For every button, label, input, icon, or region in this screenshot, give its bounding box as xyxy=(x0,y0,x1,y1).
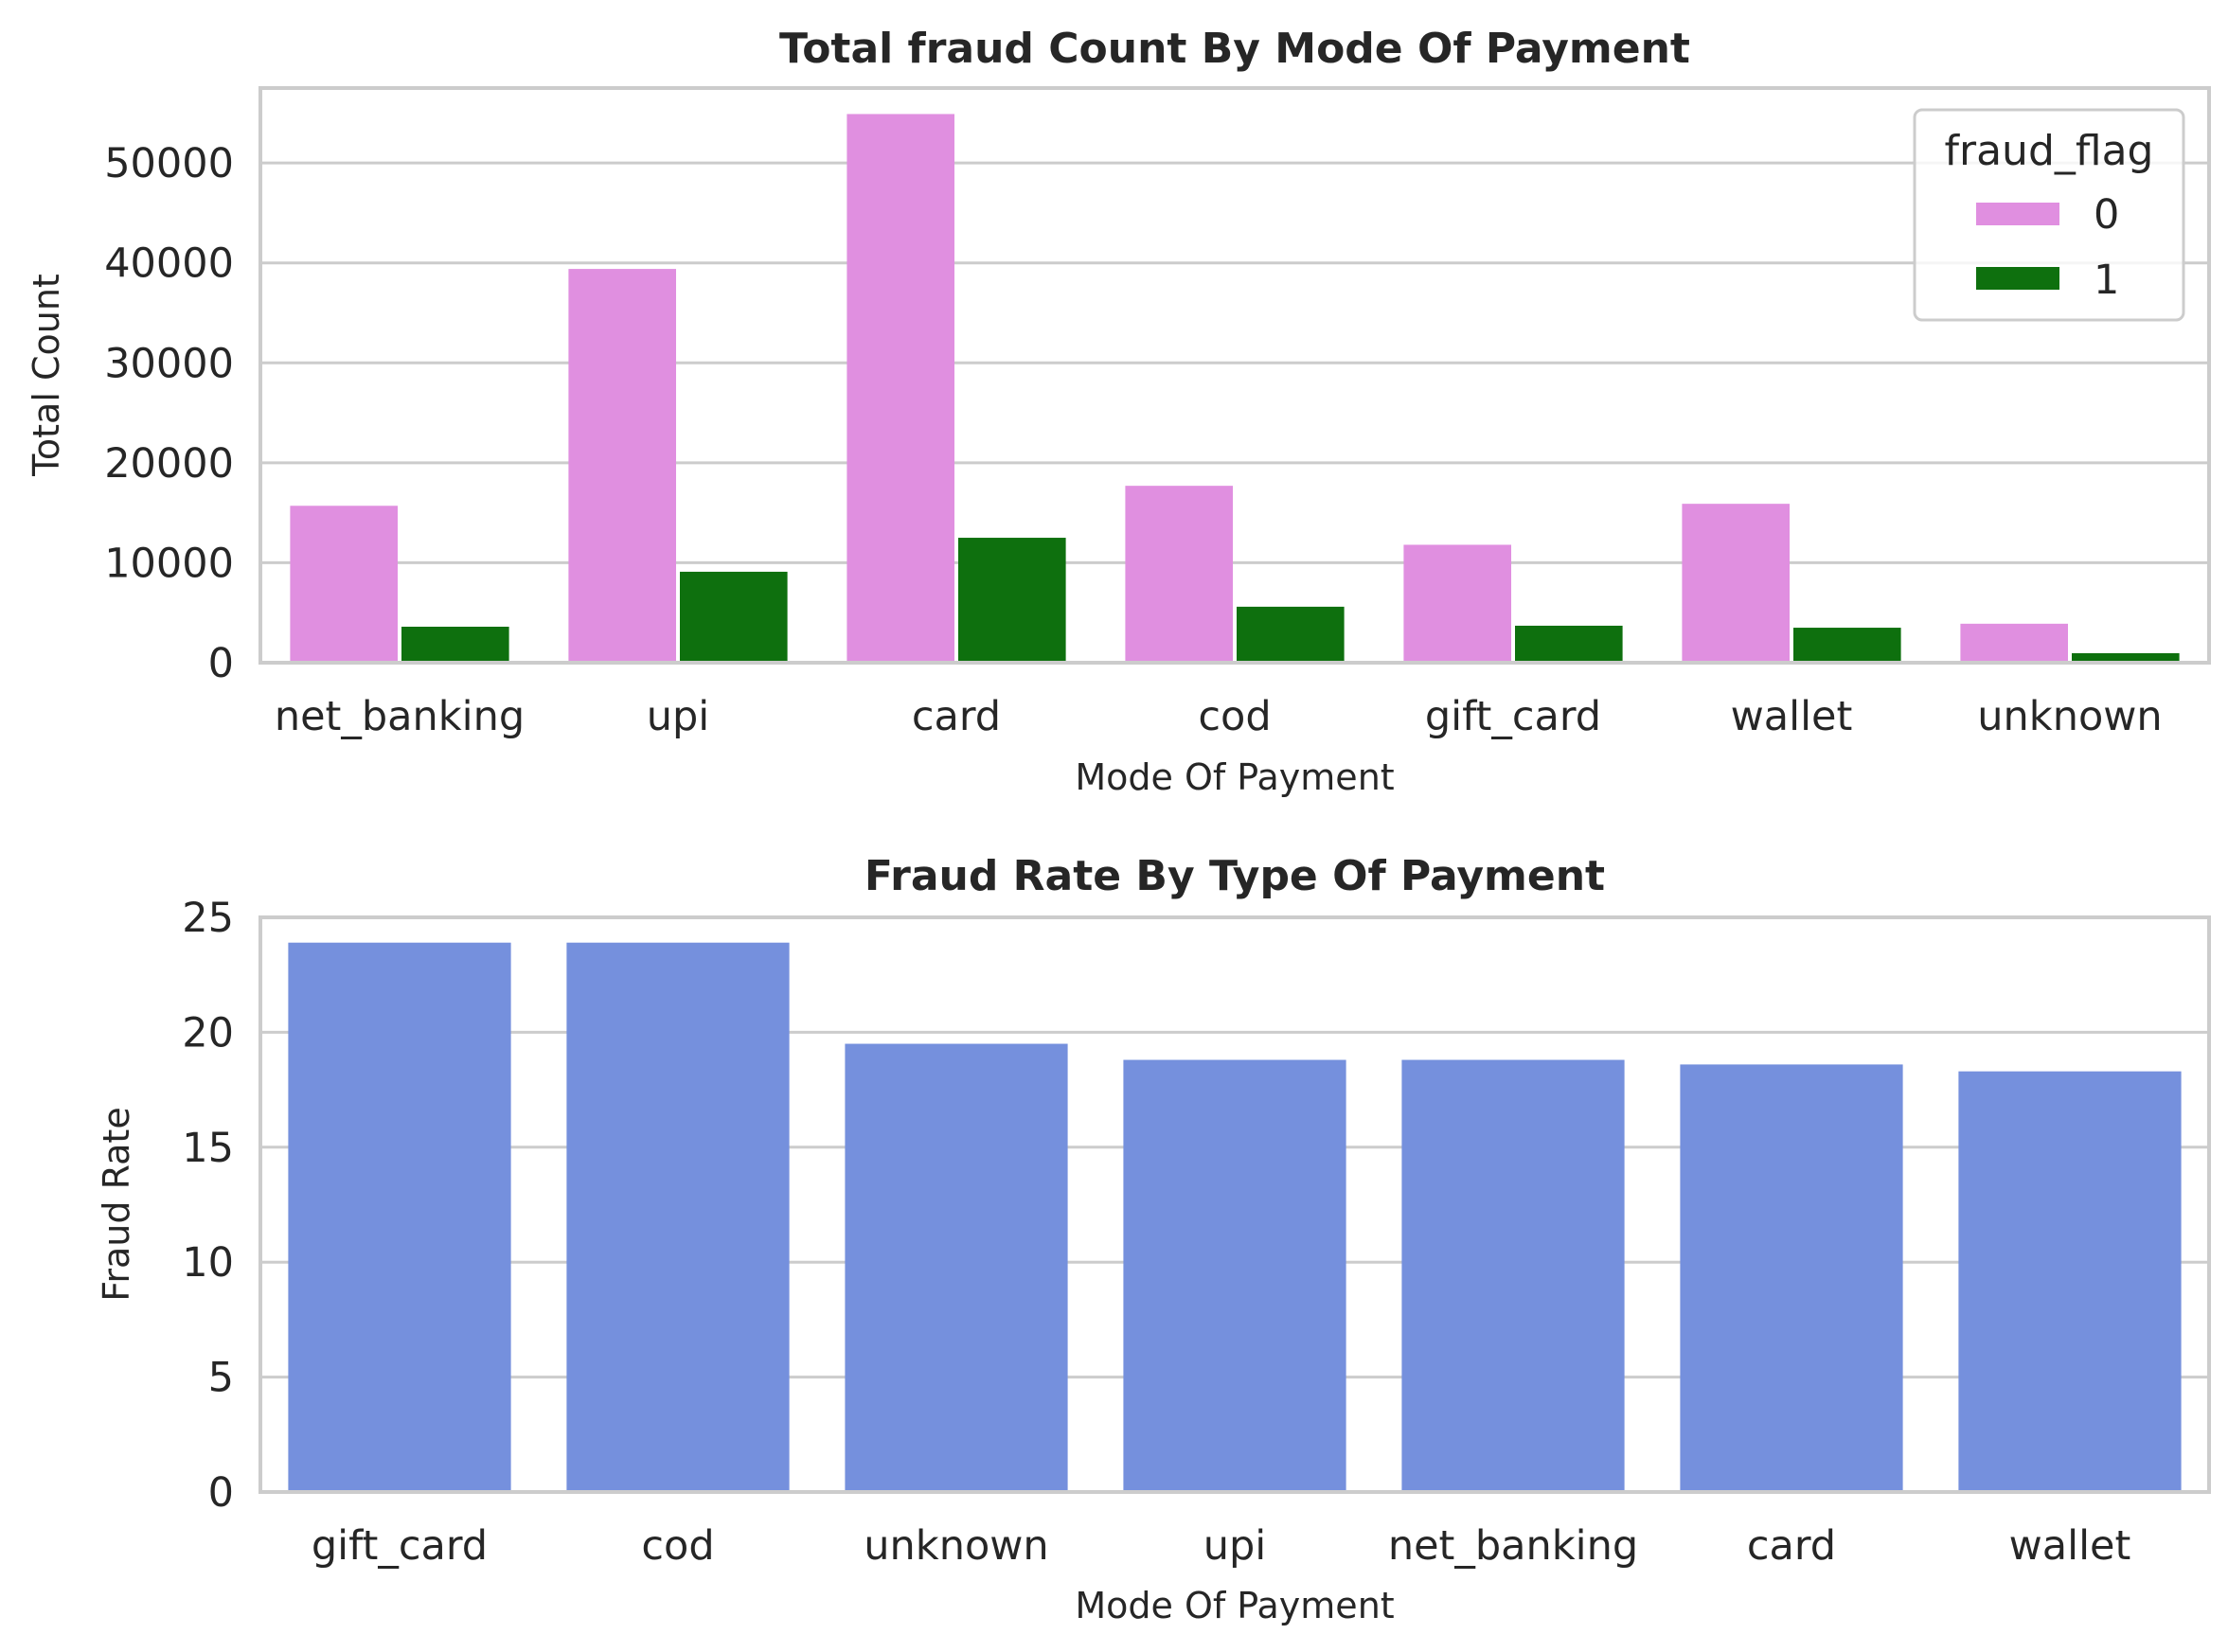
rate-chart-x-tick-label: upi xyxy=(1203,1522,1267,1570)
count-chart-x-tick-label: wallet xyxy=(1731,693,1853,740)
rate-bar-card xyxy=(1680,1064,1903,1492)
count-chart-x-tick-label: unknown xyxy=(1977,693,2162,740)
count-bar-gift_card-flag-1 xyxy=(1515,625,1623,663)
rate-chart: Fraud Rate By Type Of Payment 0 5 10 15 20 25… xyxy=(96,852,2211,1626)
rate-chart-plot-frame xyxy=(258,915,2211,1494)
count-chart-y-axis-label: Total Count xyxy=(26,274,67,477)
rate-chart-x-tick-label: cod xyxy=(641,1522,714,1570)
legend-swatch-0 xyxy=(1976,203,2059,225)
count-chart-x-tick-label: gift_card xyxy=(1425,693,1601,740)
rate-chart-x-axis-label: Mode Of Payment xyxy=(1075,1585,1394,1626)
count-chart-y-tick-label: 50000 xyxy=(104,140,234,187)
rate-chart-y-tick-label: 15 xyxy=(182,1125,234,1172)
count-chart-x-tick-label: upi xyxy=(647,693,710,740)
count-bar-cod-flag-0 xyxy=(1125,486,1233,663)
rate-chart-x-ticks: gift_card cod unknown upi net_banking card wal… xyxy=(312,1522,2130,1570)
rate-chart-bars xyxy=(288,942,2182,1492)
count-bar-wallet-flag-0 xyxy=(1682,504,1790,663)
count-chart-y-tick-label: 30000 xyxy=(104,340,234,387)
count-chart-y-ticks: 0 10000 20000 30000 40000 50000 xyxy=(104,140,234,687)
legend-title: fraud_flag xyxy=(1945,127,2154,175)
count-chart-x-ticks: net_banking upi card cod gift_card wallet unkn… xyxy=(275,693,2163,740)
count-chart-x-tick-label: card xyxy=(912,693,1001,740)
rate-chart-y-tick-label: 10 xyxy=(182,1239,234,1287)
count-chart-y-tick-label: 20000 xyxy=(104,440,234,488)
rate-bar-wallet xyxy=(1958,1071,2182,1492)
count-bar-unknown-flag-0 xyxy=(1960,623,2068,663)
rate-chart-y-tick-label: 0 xyxy=(208,1469,234,1517)
count-chart-x-tick-label: net_banking xyxy=(275,693,525,740)
count-chart-bars xyxy=(290,114,2180,663)
rate-chart-y-tick-label: 20 xyxy=(182,1009,234,1057)
rate-bar-gift_card xyxy=(288,942,511,1492)
count-chart-x-tick-label: cod xyxy=(1198,693,1271,740)
count-chart-x-axis-label: Mode Of Payment xyxy=(1075,756,1394,798)
rate-bar-cod xyxy=(566,942,790,1492)
rate-chart-y-tick-label: 25 xyxy=(182,895,234,942)
rate-bar-upi xyxy=(1123,1059,1346,1492)
count-bar-wallet-flag-1 xyxy=(1793,628,1901,663)
rate-chart-y-axis-label: Fraud Rate xyxy=(96,1107,137,1301)
count-chart-y-tick-label: 40000 xyxy=(104,240,234,288)
rate-bar-unknown xyxy=(845,1043,1068,1492)
rate-chart-x-tick-label: gift_card xyxy=(312,1522,488,1570)
count-bar-net_banking-flag-1 xyxy=(401,626,509,663)
count-chart-y-tick-label: 10000 xyxy=(104,540,234,587)
legend-swatch-1 xyxy=(1976,267,2059,290)
rate-chart-x-tick-label: net_banking xyxy=(1388,1522,1638,1570)
count-bar-upi-flag-0 xyxy=(568,269,676,663)
legend-label-0: 0 xyxy=(2094,191,2119,239)
count-bar-card-flag-0 xyxy=(847,114,954,663)
count-chart-title: Total fraud Count By Mode Of Payment xyxy=(779,25,1690,73)
rate-chart-y-ticks: 0 5 10 15 20 25 xyxy=(182,895,234,1517)
count-bar-upi-flag-1 xyxy=(680,571,788,663)
rate-bar-net_banking xyxy=(1401,1059,1625,1492)
count-bar-card-flag-1 xyxy=(958,538,1066,663)
count-chart-plot-frame xyxy=(258,86,2211,665)
count-chart-legend: fraud_flag 0 1 xyxy=(1913,108,2185,322)
rate-chart-x-tick-label: card xyxy=(1747,1522,1836,1570)
rate-chart-x-tick-label: unknown xyxy=(864,1522,1048,1570)
legend-label-1: 1 xyxy=(2094,257,2119,304)
count-chart: Total fraud Count By Mode Of Payment 010… xyxy=(26,25,2211,798)
count-chart-y-tick-label: 0 xyxy=(208,640,234,687)
rate-chart-title: Fraud Rate By Type Of Payment xyxy=(864,852,1605,900)
rate-chart-y-tick-label: 5 xyxy=(208,1355,234,1402)
count-bar-cod-flag-1 xyxy=(1237,606,1345,663)
count-bar-net_banking-flag-0 xyxy=(290,506,398,663)
count-bar-unknown-flag-1 xyxy=(2072,652,2180,663)
count-bar-gift_card-flag-0 xyxy=(1403,544,1511,663)
rate-chart-x-tick-label: wallet xyxy=(2009,1522,2131,1570)
